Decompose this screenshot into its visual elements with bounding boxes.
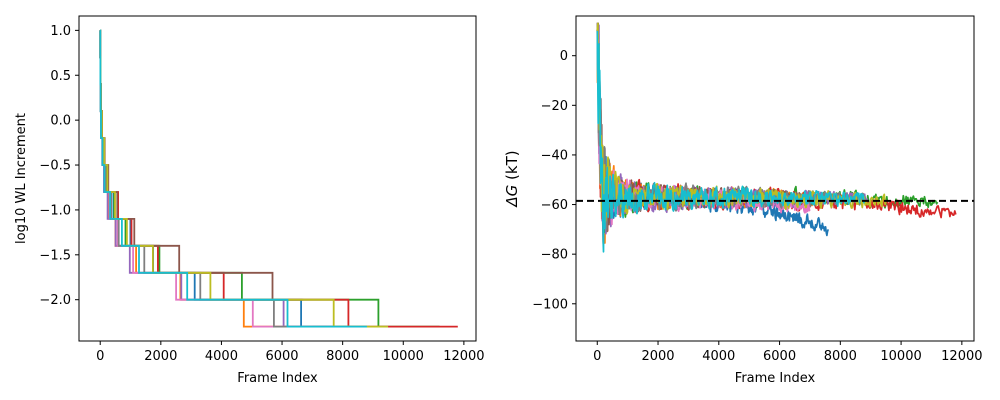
right-x-tick-label: 2000 bbox=[641, 349, 674, 364]
right-x-axis-label: Frame Index bbox=[735, 371, 816, 386]
left-x-ticks: 0 2000 4000 6000 8000 10000 12000 bbox=[96, 341, 485, 364]
right-y-tick-label: 0 bbox=[560, 49, 568, 64]
right-y-tick-label: −100 bbox=[532, 297, 568, 312]
wl-increment-panel: 0 2000 4000 6000 8000 10000 12000 1.0 0.5 0.0 −0.… bbox=[14, 15, 485, 386]
left-y-ticks: 1.0 0.5 0.0 −0.5 −1.0 −1.5 −2.0 bbox=[39, 24, 79, 308]
left-x-tick-label: 6000 bbox=[265, 349, 298, 364]
left-y-tick-label: 1.0 bbox=[50, 24, 71, 39]
right-y-tick-label: −80 bbox=[541, 248, 568, 263]
right-y-tick-label: −20 bbox=[541, 99, 568, 114]
delta-g-series-line bbox=[596, 30, 866, 253]
right-x-tick-label: 0 bbox=[593, 349, 601, 364]
left-x-axis-label: Frame Index bbox=[237, 371, 318, 386]
left-axes-frame bbox=[78, 15, 477, 342]
left-x-tick-label: 8000 bbox=[326, 349, 359, 364]
right-x-tick-label: 4000 bbox=[702, 349, 735, 364]
wl-series-line bbox=[99, 29, 367, 328]
left-x-tick-label: 0 bbox=[96, 349, 104, 364]
delta-g-series-group bbox=[596, 22, 957, 253]
right-x-tick-label: 10000 bbox=[880, 349, 921, 364]
left-x-tick-label: 4000 bbox=[205, 349, 238, 364]
left-y-axis-label: log10 WL Increment bbox=[14, 113, 29, 244]
left-x-tick-label: 12000 bbox=[443, 349, 484, 364]
left-x-tick-label: 10000 bbox=[383, 349, 424, 364]
left-y-tick-label: 0.0 bbox=[50, 114, 71, 129]
left-y-tick-label: −2.0 bbox=[39, 293, 71, 308]
left-y-tick-label: −1.0 bbox=[39, 203, 71, 218]
right-y-axis-label: ΔG (kT) bbox=[503, 150, 521, 207]
right-y-tick-label: −60 bbox=[541, 198, 568, 213]
right-x-tick-label: 12000 bbox=[941, 349, 982, 364]
left-y-tick-label: 0.5 bbox=[50, 69, 71, 84]
right-x-ticks: 0 2000 4000 6000 8000 10000 12000 bbox=[593, 341, 983, 364]
right-axes-frame bbox=[575, 15, 975, 342]
left-y-tick-label: −0.5 bbox=[39, 159, 71, 174]
right-y-ticks: 0 −20 −40 −60 −80 −100 bbox=[532, 49, 576, 312]
left-x-tick-label: 2000 bbox=[144, 349, 177, 364]
right-y-axis-symbol: ΔG bbox=[503, 185, 521, 208]
wl-series-group bbox=[99, 29, 458, 328]
right-x-tick-label: 8000 bbox=[824, 349, 857, 364]
right-x-tick-label: 6000 bbox=[763, 349, 796, 364]
left-y-tick-label: −1.5 bbox=[39, 248, 71, 263]
delta-g-panel: 0 2000 4000 6000 8000 10000 12000 0 −20 −40 −60 −8… bbox=[503, 15, 983, 386]
right-y-axis-unit: (kT) bbox=[503, 150, 521, 184]
right-y-tick-label: −40 bbox=[541, 148, 568, 163]
